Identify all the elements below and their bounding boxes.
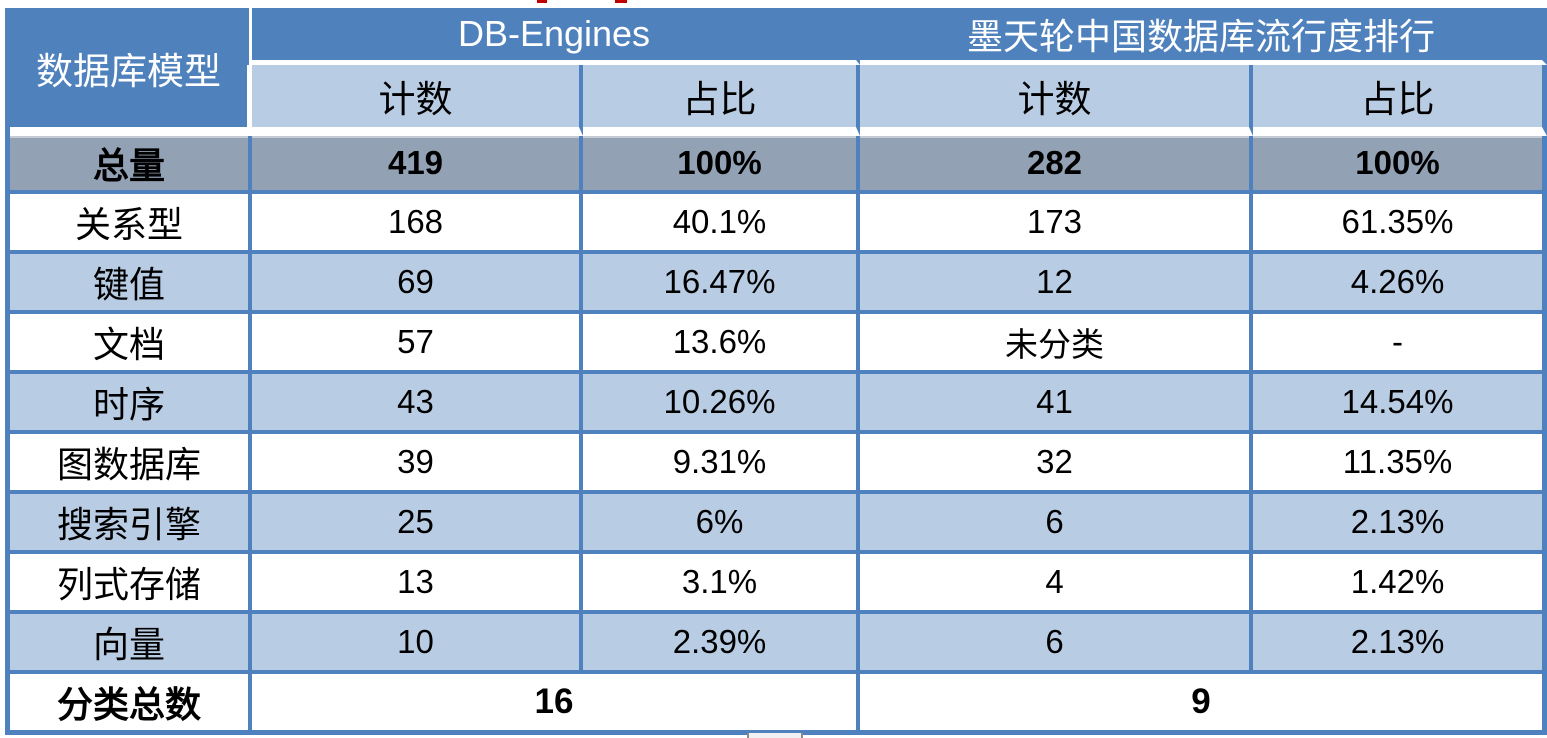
table-row: 文档 57 13.6% 未分类 - [10, 314, 1547, 374]
corner-header-cell: 数据库模型 [10, 8, 252, 136]
cell-value: 39 [252, 434, 583, 494]
cell-value: 2.39% [583, 614, 860, 674]
cell-value: 未分类 [860, 314, 1253, 374]
header-db-engines: DB-Engines [252, 8, 860, 65]
table-row: 列式存储 13 3.1% 4 1.42% [10, 554, 1547, 614]
cell-value: 10 [252, 614, 583, 674]
cell-value: 14.54% [1253, 374, 1547, 434]
cell-value: 57 [252, 314, 583, 374]
table-row: 向量 10 2.39% 6 2.13% [10, 614, 1547, 674]
subheader-percent: 占比 [1253, 65, 1547, 136]
table-row: 时序 43 10.26% 41 14.54% [10, 374, 1547, 434]
header-motianlun: 墨天轮中国数据库流行度排行 [860, 8, 1547, 65]
cell-value: 173 [860, 194, 1253, 254]
cell-value: 12 [860, 254, 1253, 314]
row-label: 分类总数 [10, 674, 252, 735]
cell-value: 13 [252, 554, 583, 614]
cell-value: 41 [860, 374, 1253, 434]
row-label: 键值 [10, 254, 252, 314]
table-row-category-total: 分类总数 16 9 [10, 674, 1547, 735]
cell-value: 2.13% [1253, 494, 1547, 554]
cell-value: 25 [252, 494, 583, 554]
cell-value: 10.26% [583, 374, 860, 434]
cell-value: 282 [860, 136, 1253, 194]
cell-value: 1.42% [1253, 554, 1547, 614]
cell-value: 3.1% [583, 554, 860, 614]
cell-value: 168 [252, 194, 583, 254]
cell-value: 13.6% [583, 314, 860, 374]
cell-value: 16 [252, 674, 860, 735]
cell-value: 4 [860, 554, 1253, 614]
cell-value: 6 [860, 614, 1253, 674]
subheader-count: 计数 [252, 65, 583, 136]
table-row: 关系型 168 40.1% 173 61.35% [10, 194, 1547, 254]
cell-value: 32 [860, 434, 1253, 494]
header-group-row: 数据库模型 DB-Engines 墨天轮中国数据库流行度排行 [10, 8, 1547, 136]
cell-value: 43 [252, 374, 583, 434]
table-row: 搜索引擎 25 6% 6 2.13% [10, 494, 1547, 554]
header-divider-patch [242, 8, 249, 65]
cell-value: - [1253, 314, 1547, 374]
row-label: 总量 [10, 136, 252, 194]
subheader-count: 计数 [860, 65, 1253, 136]
row-label: 列式存储 [10, 554, 252, 614]
row-label: 文档 [10, 314, 252, 374]
header-sub-row: 计数 占比 计数 占比 [10, 65, 1547, 136]
cell-value: 6 [860, 494, 1253, 554]
row-label: 图数据库 [10, 434, 252, 494]
cell-value: 9 [860, 674, 1547, 735]
cell-value: 2.13% [1253, 614, 1547, 674]
cell-value: 6% [583, 494, 860, 554]
row-label: 向量 [10, 614, 252, 674]
subheader-percent: 占比 [583, 65, 860, 136]
cell-value: 40.1% [583, 194, 860, 254]
cell-value: 4.26% [1253, 254, 1547, 314]
cell-value: 419 [252, 136, 583, 194]
red-text-artifact [615, 0, 627, 3]
cell-value: 61.35% [1253, 194, 1547, 254]
cell-value: 69 [252, 254, 583, 314]
cell-value: 9.31% [583, 434, 860, 494]
cell-value: 100% [1253, 136, 1547, 194]
row-label: 关系型 [10, 194, 252, 254]
table-row: 图数据库 39 9.31% 32 11.35% [10, 434, 1547, 494]
table-row-total: 总量 419 100% 282 100% [10, 136, 1547, 194]
red-text-artifact [537, 0, 547, 3]
cell-value: 11.35% [1253, 434, 1547, 494]
cell-value: 16.47% [583, 254, 860, 314]
row-label: 时序 [10, 374, 252, 434]
cell-value: 100% [583, 136, 860, 194]
scrollbar-thumb[interactable] [747, 733, 803, 738]
row-label: 搜索引擎 [10, 494, 252, 554]
table-row: 键值 69 16.47% 12 4.26% [10, 254, 1547, 314]
database-model-comparison-table: 数据库模型 DB-Engines 墨天轮中国数据库流行度排行 计数 占比 计数 … [5, 8, 1547, 735]
